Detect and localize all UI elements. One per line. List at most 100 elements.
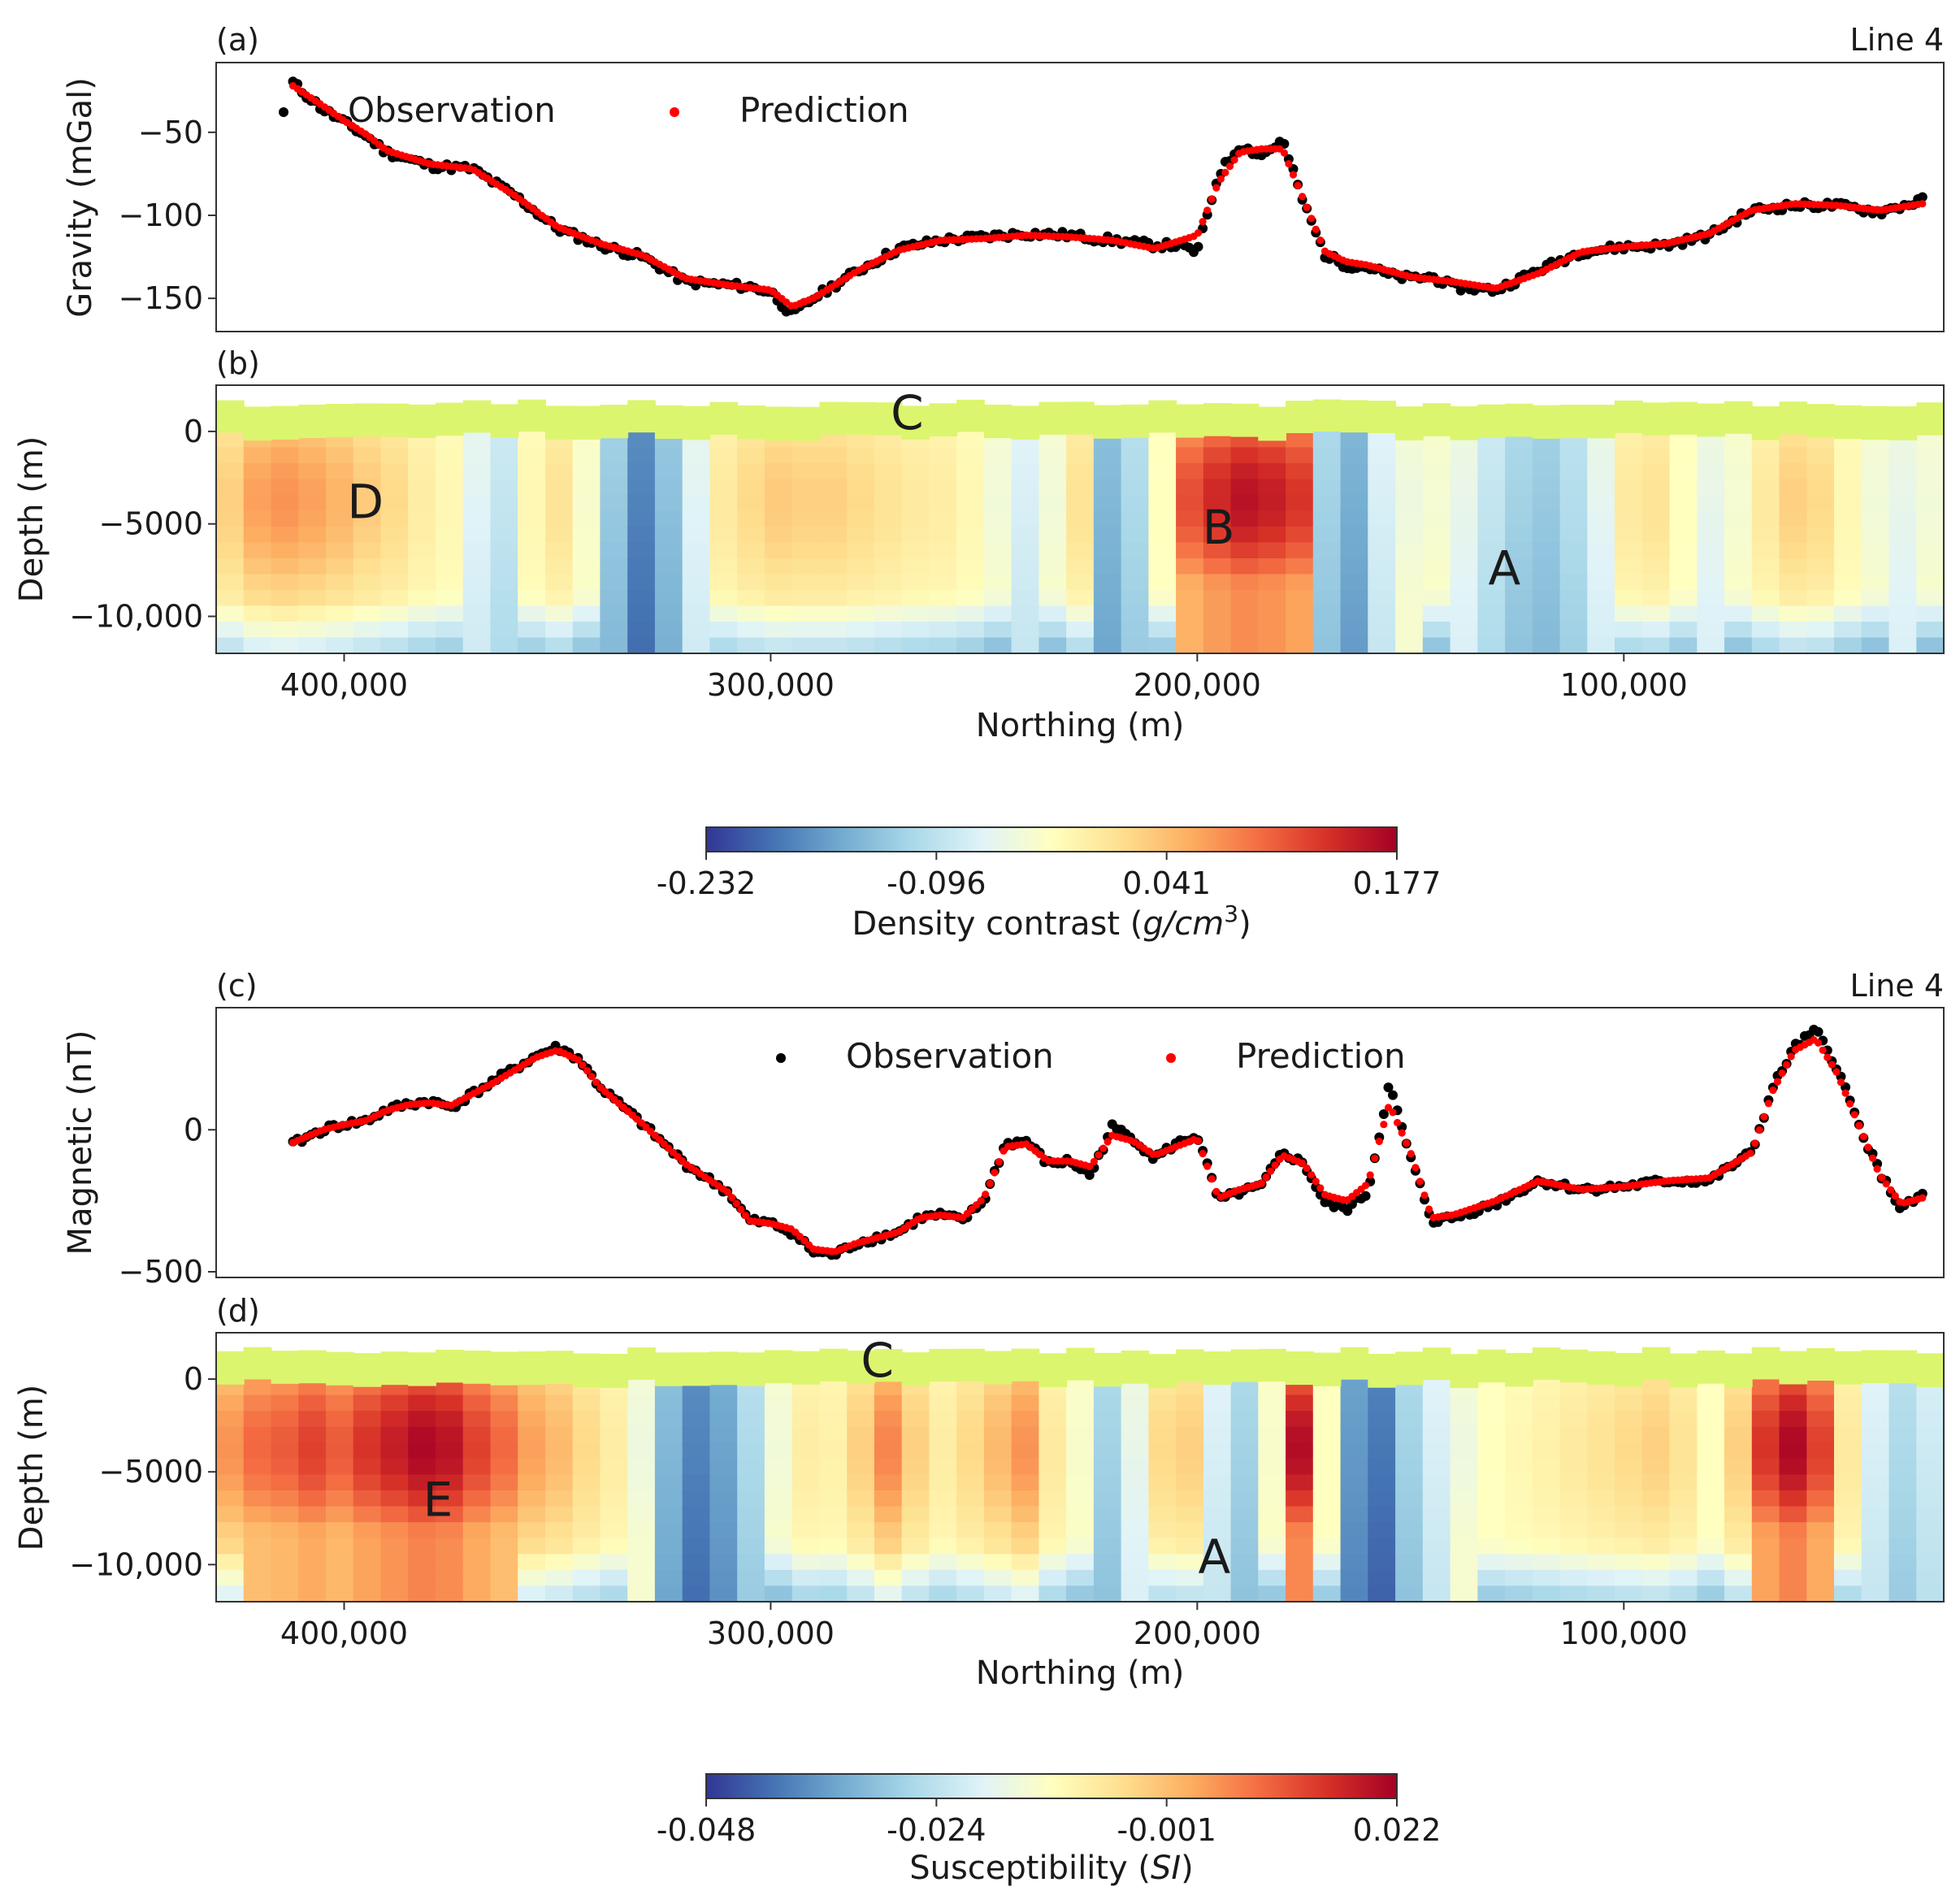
prediction-point	[1823, 1053, 1832, 1061]
heatmap-cell	[436, 1379, 464, 1396]
overburden-cell	[436, 1349, 464, 1383]
heatmap-cell	[901, 1458, 930, 1476]
heatmap-cell	[1559, 1474, 1589, 1492]
heatmap-cell	[572, 1506, 601, 1524]
heatmap-cell	[1340, 1458, 1369, 1476]
heatmap-cell	[1697, 637, 1725, 654]
heatmap-cell	[462, 1442, 492, 1459]
heatmap-cell	[326, 590, 354, 607]
heatmap-cell	[572, 622, 601, 639]
heatmap-cell	[1916, 526, 1945, 544]
prediction-point	[1873, 1165, 1881, 1173]
heatmap-cell	[1395, 574, 1424, 591]
heatmap-cell	[1203, 574, 1232, 591]
heatmap-cell	[271, 1506, 300, 1524]
heatmap-cell	[572, 1585, 601, 1603]
legend-observation-label-c: Observation	[846, 1036, 1054, 1076]
heatmap-cell	[518, 494, 546, 512]
heatmap-cell	[1559, 622, 1589, 639]
heatmap-cell	[1093, 1458, 1122, 1476]
heatmap-cell	[847, 1411, 875, 1428]
heatmap-cell	[1148, 462, 1177, 480]
heatmap-cell	[983, 510, 1013, 527]
heatmap-cell	[901, 1442, 930, 1459]
heatmap-cell	[1450, 637, 1479, 654]
heatmap-cell	[271, 1538, 300, 1555]
prediction-series	[288, 1036, 1927, 1256]
heatmap-cell	[654, 637, 683, 654]
heatmap-cell	[380, 494, 410, 512]
heatmap-cell	[1779, 479, 1808, 496]
heatmap-cell	[1888, 558, 1918, 575]
heatmap-cell	[1477, 1506, 1506, 1524]
heatmap-cell	[1587, 1585, 1615, 1603]
heatmap-cell	[326, 1411, 354, 1428]
heatmap-cell	[983, 542, 1013, 559]
heatmap-cell	[1697, 590, 1725, 607]
heatmap-cell	[956, 462, 985, 480]
heatmap-cell	[1066, 558, 1095, 575]
heatmap-cell	[490, 1474, 519, 1492]
heatmap-cell	[1505, 479, 1533, 496]
heatmap-cell	[819, 542, 848, 559]
susceptibility-axes-frame	[215, 1332, 1945, 1603]
heatmap-cell	[1559, 526, 1589, 544]
heatmap-cell	[1066, 542, 1095, 559]
heatmap-cell	[1477, 1585, 1506, 1603]
heatmap-cell	[1587, 1458, 1615, 1476]
heatmap-cell	[545, 558, 574, 575]
heatmap-cell	[545, 590, 574, 607]
heatmap-cell	[1697, 1490, 1725, 1507]
heatmap-cell	[408, 1490, 436, 1507]
heatmap-cell	[298, 574, 327, 591]
heatmap-cell	[1724, 574, 1753, 591]
heatmap-cell	[1312, 1490, 1342, 1507]
heatmap-cell	[1066, 1569, 1095, 1587]
heatmap-cell	[1587, 494, 1615, 512]
heatmap-cell	[1724, 1506, 1753, 1524]
heatmap-cell	[709, 510, 739, 527]
heatmap-cell	[1806, 462, 1835, 480]
heatmap-cell	[1450, 1458, 1479, 1476]
heatmap-cell	[1066, 1426, 1095, 1444]
heatmap-cell	[572, 510, 601, 527]
heatmap-cell	[1176, 542, 1204, 559]
heatmap-cell	[1861, 1569, 1890, 1587]
heatmap-cell	[1697, 447, 1725, 464]
heatmap-cell	[518, 447, 546, 464]
heatmap-cell	[929, 605, 958, 622]
heatmap-cell	[353, 1569, 382, 1587]
overburden-cell	[298, 404, 327, 439]
heatmap-cell	[1066, 1554, 1095, 1571]
heatmap-cell	[1806, 526, 1835, 544]
heatmap-cell	[1121, 637, 1150, 654]
heatmap-cell	[462, 1411, 492, 1428]
heatmap-cell	[572, 1490, 601, 1507]
heatmap-cell	[1724, 542, 1753, 559]
heatmap-cell	[956, 1458, 985, 1476]
heatmap-cell	[243, 462, 272, 480]
heatmap-cell	[682, 447, 711, 464]
heatmap-cell	[1340, 574, 1369, 591]
heatmap-cell	[654, 1442, 683, 1459]
heatmap-cell	[1834, 1585, 1862, 1603]
heatmap-cell	[929, 1426, 958, 1444]
heatmap-cell	[1505, 1538, 1533, 1555]
heatmap-cell	[1724, 1554, 1753, 1571]
heatmap-cell	[1450, 479, 1479, 496]
heatmap-cell	[1697, 622, 1725, 639]
susceptibility-colorbar-gradient	[705, 1773, 1398, 1799]
heatmap-cell	[600, 542, 629, 559]
heatmap-cell	[901, 1569, 930, 1587]
overburden-cell	[956, 1348, 985, 1381]
heatmap-cell	[709, 558, 739, 575]
heatmap-cell	[1286, 1474, 1314, 1492]
heatmap-cell	[1066, 510, 1095, 527]
heatmap-cell	[408, 637, 436, 654]
heatmap-cell	[1697, 605, 1725, 622]
heatmap-cell	[353, 542, 382, 559]
heatmap-cell	[1422, 1538, 1451, 1555]
heatmap-cell	[326, 558, 354, 575]
heatmap-cell	[682, 558, 711, 575]
heatmap-cell	[1697, 1522, 1725, 1539]
